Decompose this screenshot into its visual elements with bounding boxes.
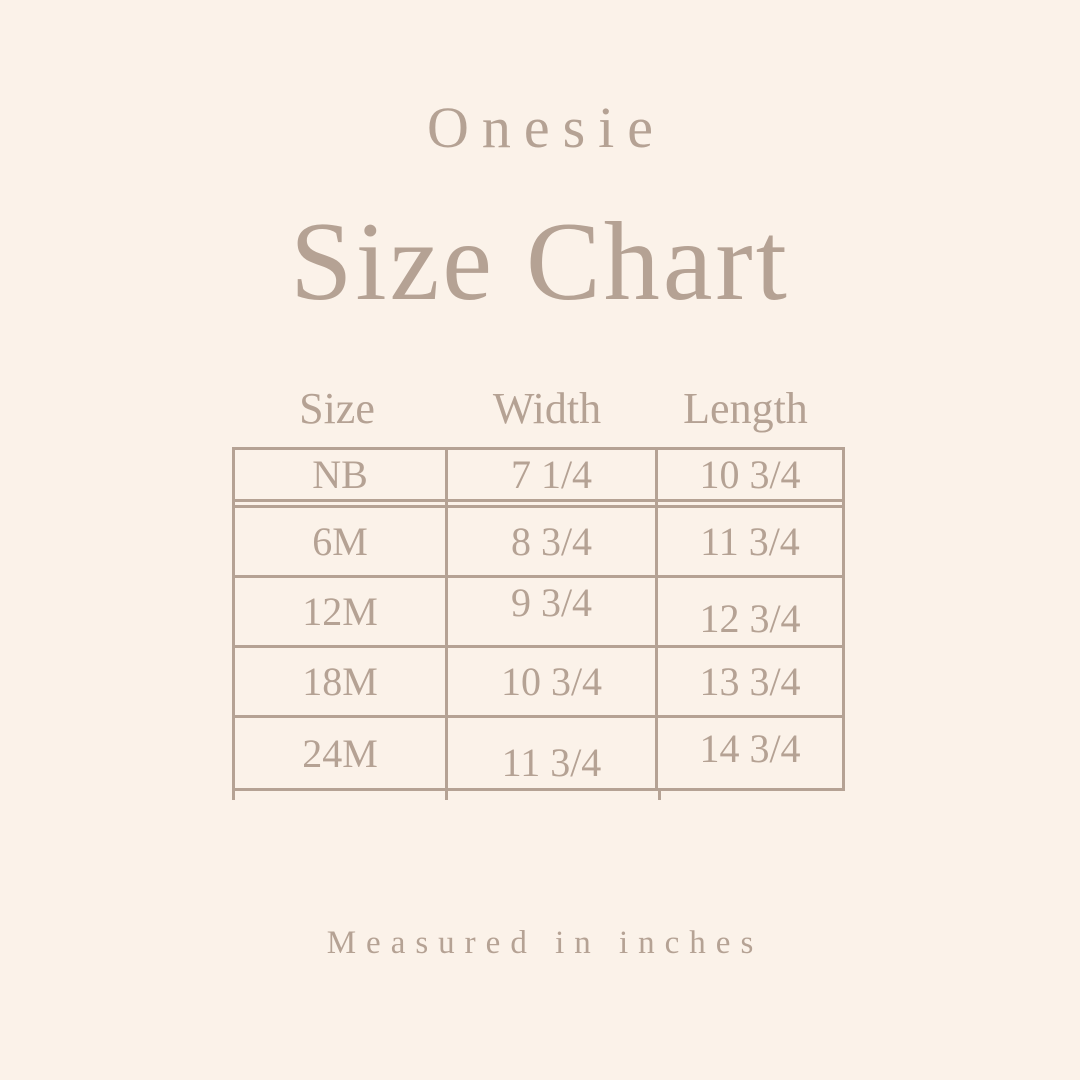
table-line-overshoot [658, 791, 661, 800]
footer-note: Measured in inches [326, 925, 764, 961]
column-header: Size [299, 384, 375, 433]
table-cell: NB [312, 452, 368, 497]
table-cell: 8 3/4 [445, 508, 655, 575]
table-cell: 24M [302, 730, 378, 776]
column-header: Width [492, 384, 602, 433]
table-row: 6M 8 3/4 11 3/4 [235, 508, 842, 578]
table-head: NB 7 1/4 10 3/4 [235, 450, 842, 502]
column-headers: Size Width Length [232, 383, 845, 434]
divider-cell [655, 502, 842, 505]
table-line-overshoot [445, 791, 448, 800]
size-table: NB 7 1/4 10 3/4 6M 8 3/4 11 3/4 12M 9 3/4 12 3/… [232, 447, 845, 800]
eyebrow-title: Onesie [426, 95, 667, 160]
page-title: Size Chart [290, 200, 790, 324]
table-cell: 18M [302, 659, 378, 704]
table-cell: 14 3/4 [655, 718, 842, 788]
table-row: 12M 9 3/4 12 3/4 [235, 578, 842, 648]
table-cell: 11 3/4 [445, 718, 655, 788]
table-divider [235, 502, 842, 508]
table-cell: 12 3/4 [655, 578, 842, 645]
table-cell: 6M [312, 519, 368, 564]
table-cell: 12M [302, 589, 378, 634]
table-row: 24M 11 3/4 14 3/4 [235, 718, 842, 788]
table-line-overshoot [232, 791, 235, 800]
column-header: Length [683, 384, 808, 433]
divider-cell [235, 502, 445, 505]
table-cell: 10 3/4 [655, 450, 842, 499]
table-cell: 7 1/4 [445, 450, 655, 499]
table-cell: 11 3/4 [655, 508, 842, 575]
table-cell: 10 3/4 [445, 648, 655, 715]
table-body: 6M 8 3/4 11 3/4 12M 9 3/4 12 3/4 18M 10 3/4 13 3… [235, 508, 842, 788]
table-cell: 13 3/4 [655, 648, 842, 715]
table-row: NB 7 1/4 10 3/4 [235, 450, 842, 502]
table-cell: 9 3/4 [445, 578, 655, 645]
table-row: 18M 10 3/4 13 3/4 [235, 648, 842, 718]
divider-cell [445, 502, 655, 505]
